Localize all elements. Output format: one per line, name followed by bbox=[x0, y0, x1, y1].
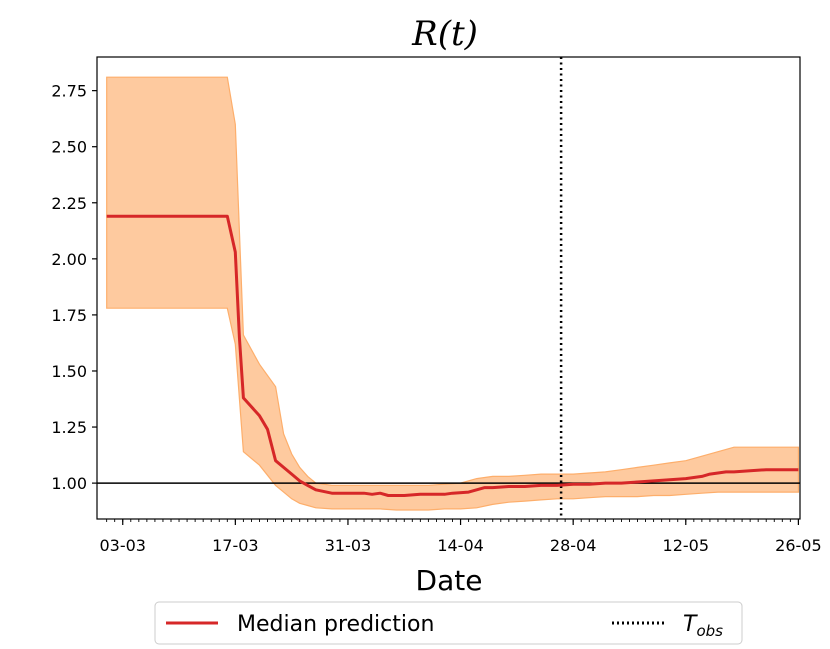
legend-tobs-main: T bbox=[683, 612, 698, 637]
y-tick-label: 2.00 bbox=[51, 250, 87, 269]
x-tick-label: 14-04 bbox=[437, 536, 484, 555]
x-axis: 03-03 17-03 31-03 14-04 28-04 12-05 26-05 bbox=[99, 519, 822, 555]
x-tick-label: 31-03 bbox=[325, 536, 372, 555]
credible-interval-area bbox=[106, 76, 800, 511]
x-axis-title: Date bbox=[416, 564, 483, 597]
legend-median-label: Median prediction bbox=[237, 612, 434, 637]
legend-tobs-sub: obs bbox=[696, 622, 723, 640]
plot-frame bbox=[96, 56, 801, 520]
y-tick-label: 2.75 bbox=[51, 82, 87, 101]
legend-frame bbox=[154, 601, 743, 645]
y-tick-label: 1.50 bbox=[51, 362, 87, 381]
x-tick-label: 12-05 bbox=[663, 536, 710, 555]
x-tick-label: 26-05 bbox=[775, 536, 822, 555]
legend-tobs-label: Tobs bbox=[683, 612, 723, 640]
x-tick-label: 03-03 bbox=[99, 536, 146, 555]
y-axis: 1.00 1.25 1.50 1.75 2.00 2.25 2.50 2.75 bbox=[51, 82, 97, 493]
credible-interval-band bbox=[106, 76, 800, 511]
y-tick-label: 1.75 bbox=[51, 306, 87, 325]
y-tick-label: 2.25 bbox=[51, 194, 87, 213]
x-tick-label: 28-04 bbox=[550, 536, 597, 555]
y-tick-label: 1.25 bbox=[51, 418, 87, 437]
legend: Median prediction Tobs bbox=[154, 601, 743, 645]
y-tick-label: 1.00 bbox=[51, 474, 87, 493]
series-layer bbox=[106, 214, 799, 497]
median-prediction-line bbox=[106, 214, 799, 497]
y-tick-label: 2.50 bbox=[51, 138, 87, 157]
chart-title: R(t) bbox=[411, 14, 478, 54]
x-tick-label: 17-03 bbox=[212, 536, 259, 555]
